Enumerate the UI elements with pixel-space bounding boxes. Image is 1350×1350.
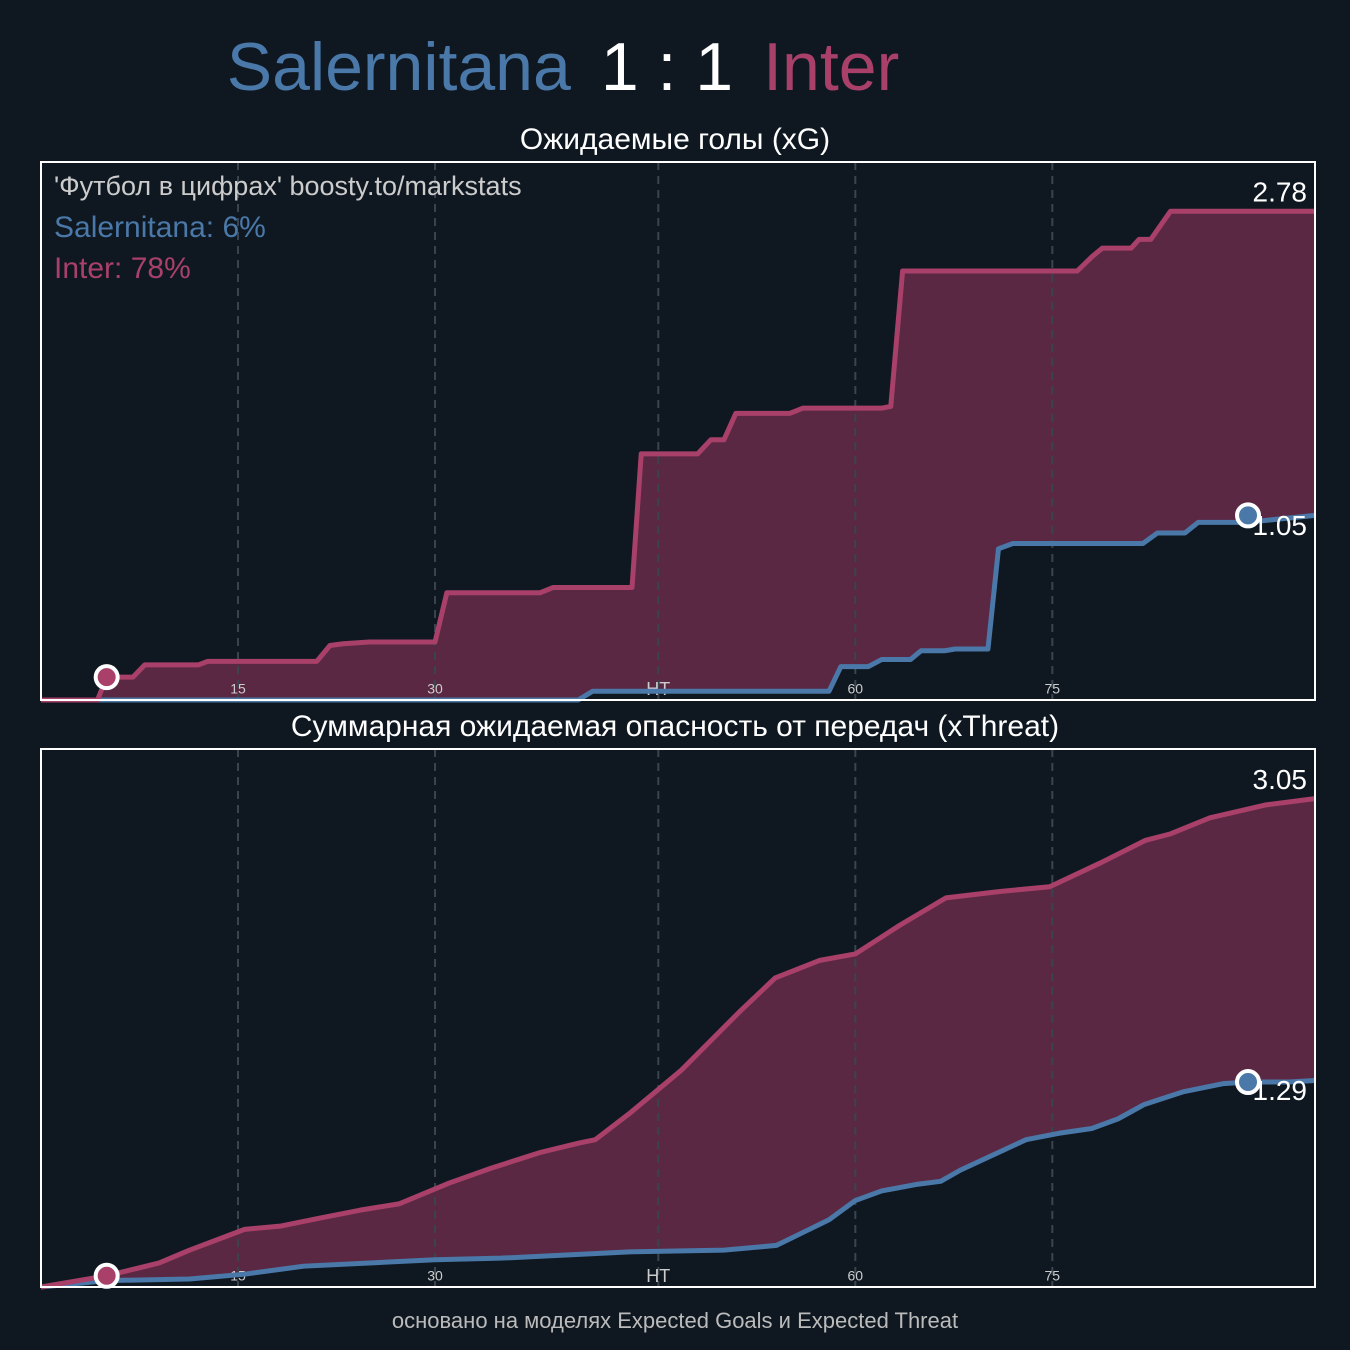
goal-marker (93, 664, 120, 691)
series-line (41, 208, 1315, 703)
goal-marker (1235, 1069, 1262, 1096)
end-value-label: 2.78 (1253, 177, 1308, 208)
x-tick-label: 30 (427, 1268, 443, 1284)
end-value-label: 1.29 (1253, 1075, 1308, 1106)
series-line (40, 796, 1316, 1290)
x-tick-label: 30 (427, 681, 443, 697)
annotation: Inter: 78% (54, 252, 191, 285)
match-title: Salernitana 1 : 1 Inter (227, 29, 899, 105)
plot-frame (40, 161, 1316, 701)
gap-area (41, 798, 1315, 1287)
x-tick-label: HT (646, 1266, 670, 1286)
series-line (40, 1077, 1316, 1290)
x-tick-label: 15 (230, 681, 246, 697)
x-tick-label: 75 (1045, 681, 1061, 697)
chart-title: Суммарная ожидаемая опасность от передач… (291, 710, 1059, 743)
end-value-label: 3.05 (1253, 764, 1308, 795)
plot-frame (40, 748, 1316, 1288)
end-value-label: 1.05 (1253, 510, 1308, 541)
goal-marker (1235, 502, 1262, 529)
goal-marker (93, 1262, 120, 1289)
x-tick-label: 60 (848, 1268, 864, 1284)
chart-title: Ожидаемые голы (xG) (520, 123, 830, 156)
x-tick-label: 60 (848, 681, 864, 697)
series-line (41, 512, 1316, 703)
score: 1 : 1 (601, 29, 733, 105)
x-tick-label: 75 (1045, 1268, 1061, 1284)
annotation: Salernitana: 6% (54, 211, 266, 244)
home-team: Salernitana (227, 29, 571, 105)
away-team: Inter (763, 29, 899, 105)
annotation: 'Футбол в цифрах' boosty.to/markstats (54, 171, 522, 201)
footer: основано на моделях Expected Goals и Exp… (392, 1308, 958, 1333)
